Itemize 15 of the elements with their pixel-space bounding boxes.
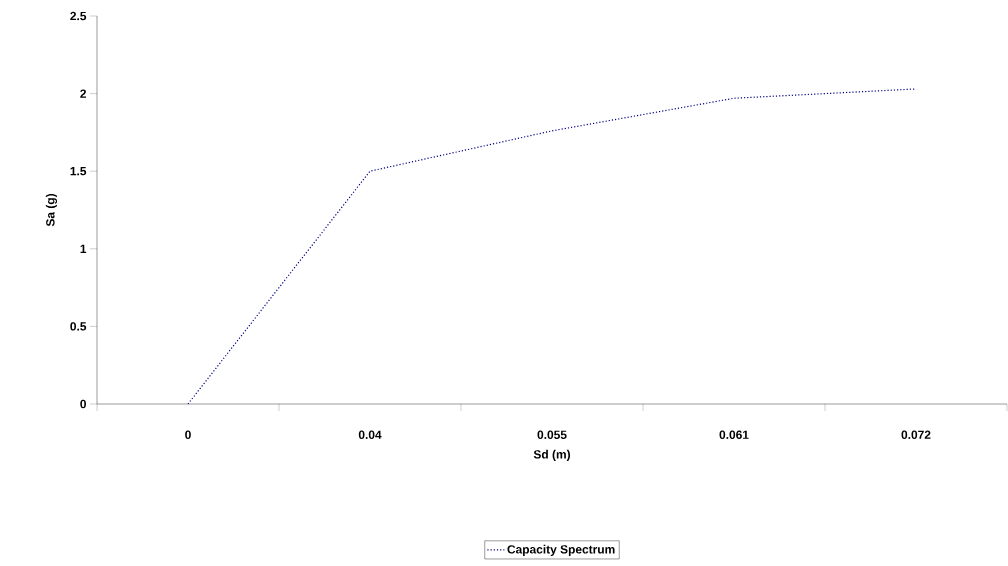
x-tick-label: 0.055: [537, 430, 567, 439]
line-series: [187, 88, 917, 404]
legend-label: Capacity Spectrum: [507, 544, 615, 556]
y-tick-label: 2: [80, 89, 86, 98]
x-axis-title: Sd (m): [533, 449, 570, 461]
x-tick-label: 0: [185, 430, 191, 439]
y-tick-label: 0: [80, 399, 86, 409]
y-tick-label: 0.5: [70, 322, 87, 331]
x-tick-label: 0.072: [901, 430, 931, 439]
y-tick-label: 1.5: [70, 167, 87, 176]
y-axis-title: Sa (g): [45, 193, 58, 227]
x-tick-label: 0.061: [719, 430, 749, 439]
y-tick-label: 2.5: [70, 11, 87, 21]
x-tick-label: 0.04: [358, 430, 382, 439]
y-tick-label: 1: [80, 244, 87, 253]
